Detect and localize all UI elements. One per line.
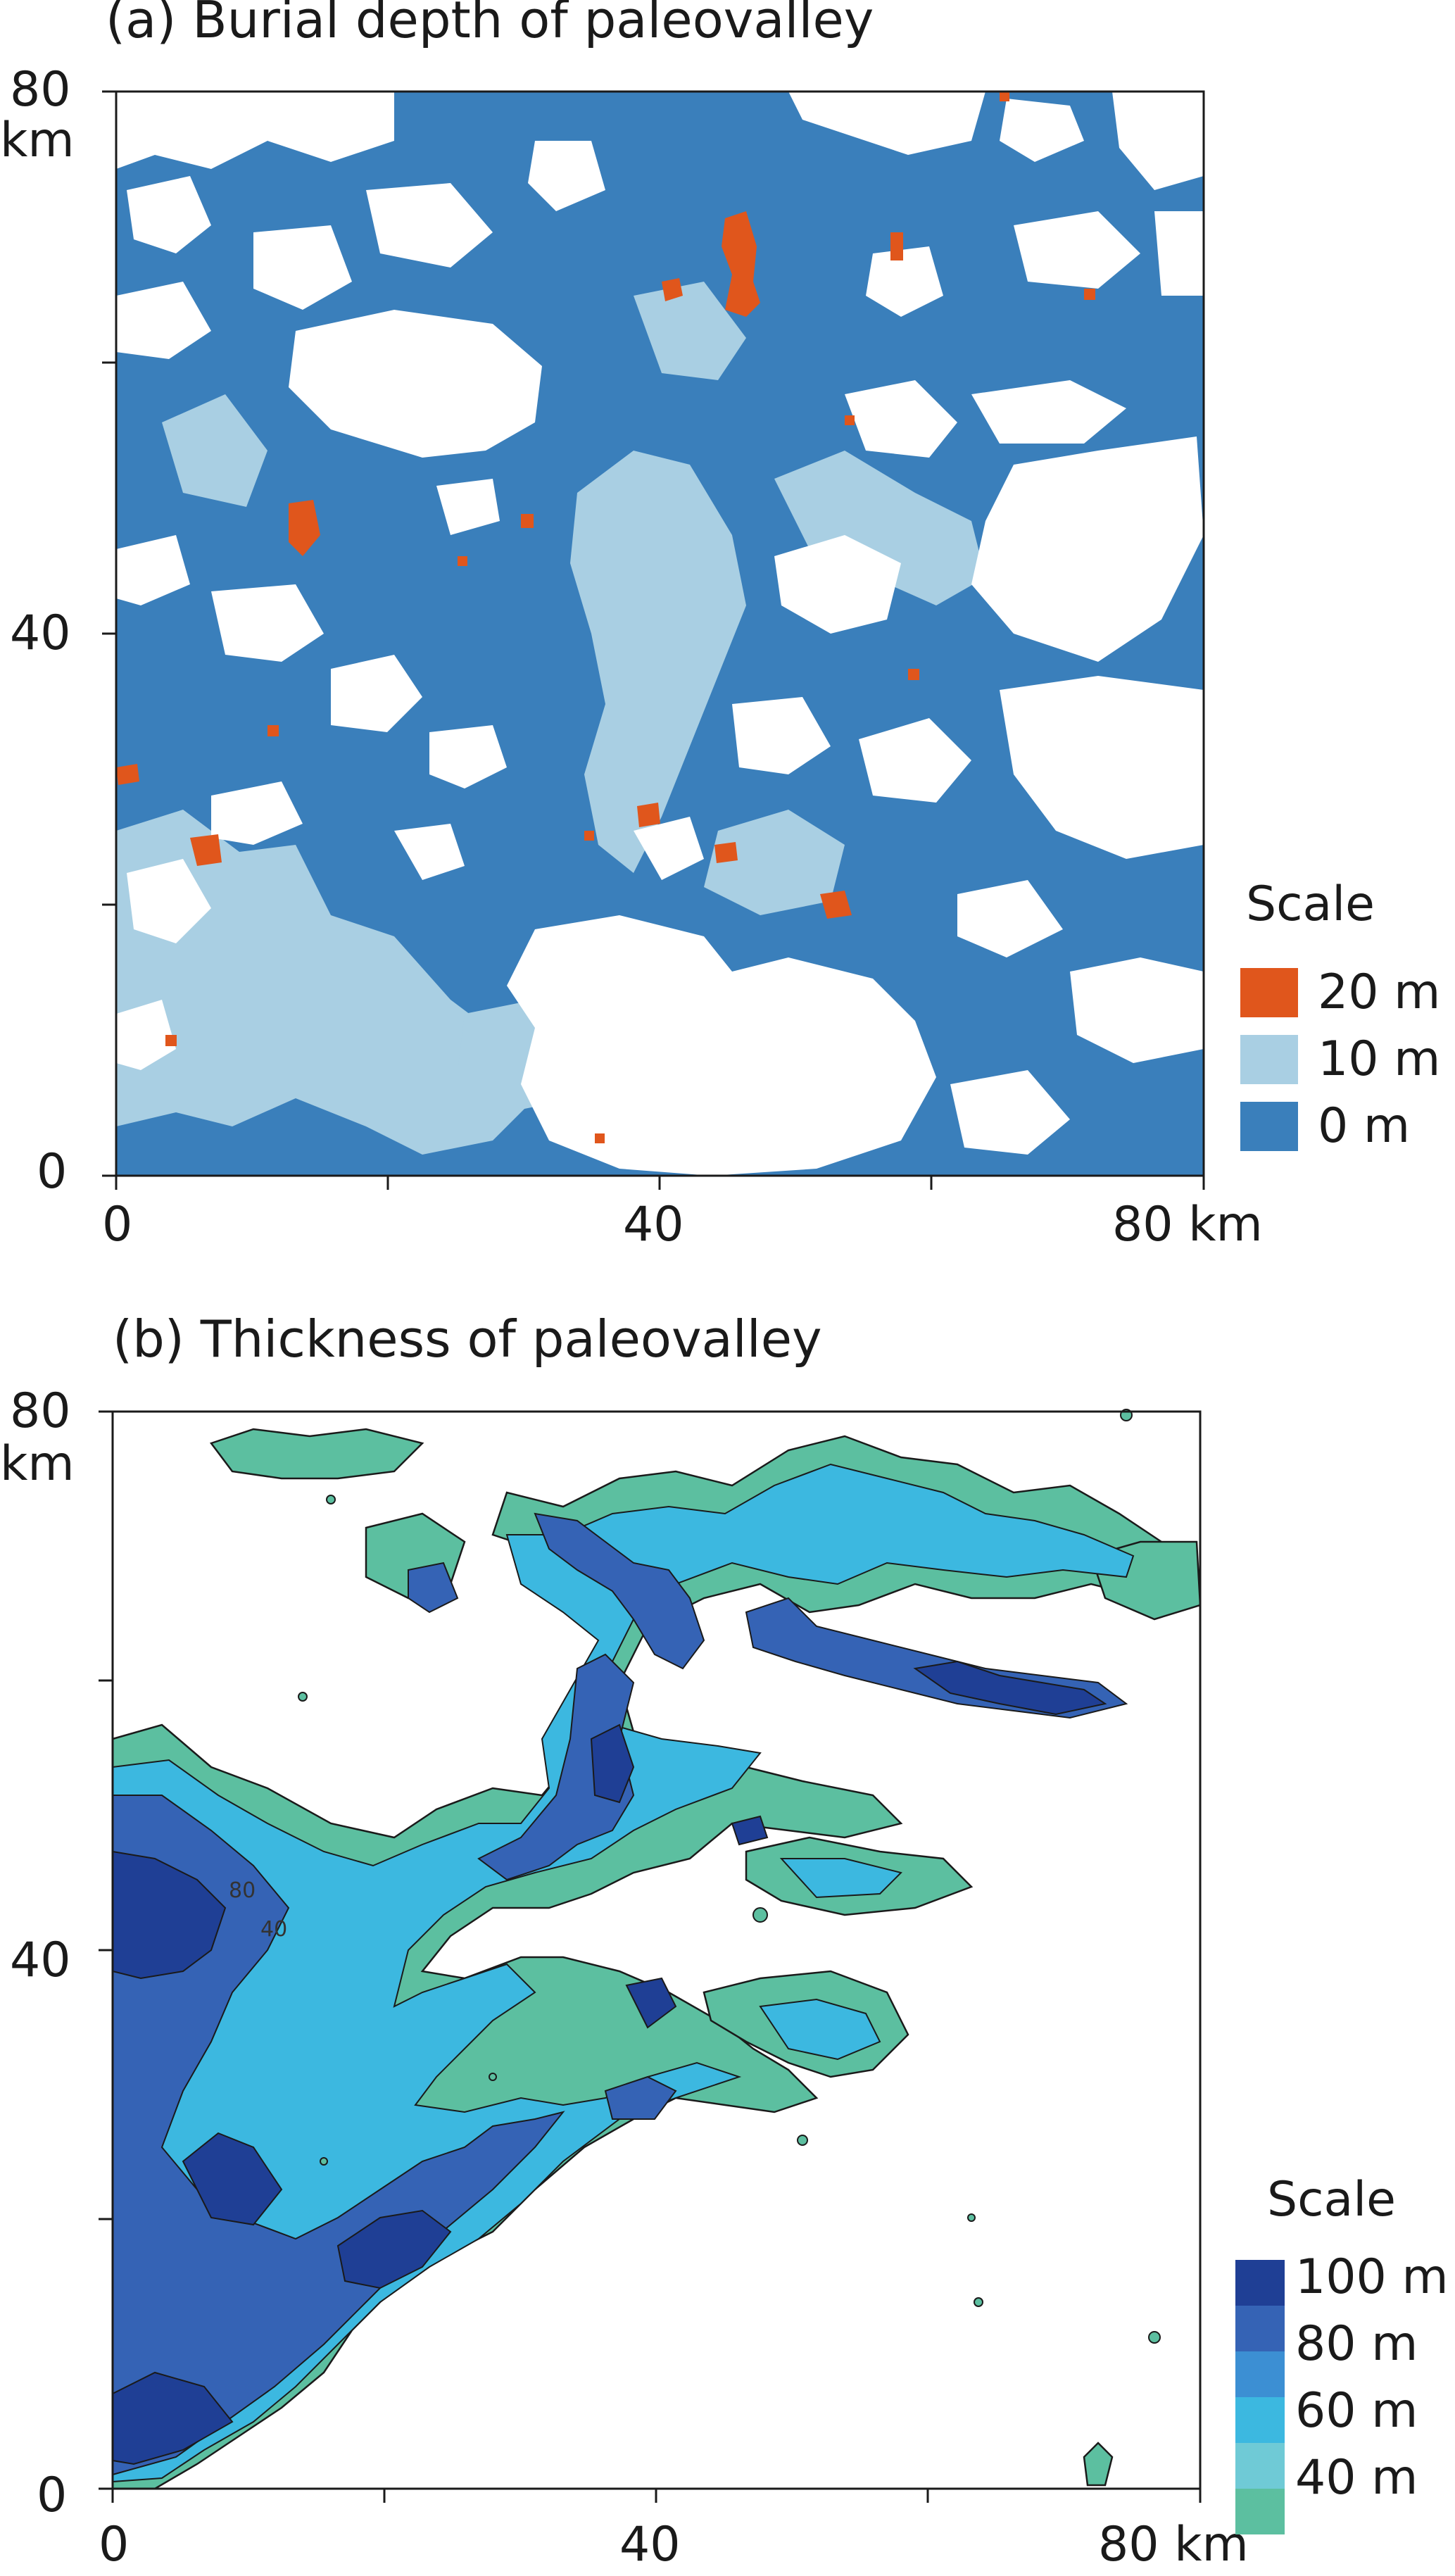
panel-a-y-tick-80: 80 — [10, 62, 71, 118]
panel-b-y-tick-40: 40 — [10, 1933, 71, 1988]
panel-a-y-tick-0: 0 — [37, 1144, 68, 1200]
panel-a-x-tick-80: 80 km — [1112, 1197, 1263, 1252]
panel-b-x-tick-80: 80 km — [1098, 2517, 1249, 2572]
panel-b-legend-swatch-70m — [1235, 2351, 1285, 2397]
panel-a-x-tick-0: 0 — [102, 1197, 133, 1252]
panel-a-legend-label-20m: 20 m — [1318, 965, 1441, 1020]
panel-b-legend-label-40m: 40 m — [1295, 2450, 1418, 2506]
panel-b-legend-swatch-100m — [1235, 2260, 1285, 2306]
panel-a-legend-swatch-0m — [1240, 1101, 1298, 1151]
panel-b-legend-swatch-40m — [1235, 2489, 1285, 2534]
panel-a-legend-label-0m: 0 m — [1318, 1098, 1411, 1154]
panel-b-legend-swatch-80m — [1235, 2306, 1285, 2351]
panel-b-legend-swatch-50m — [1235, 2443, 1285, 2489]
panel-b-legend-colorbar — [1235, 2260, 1285, 2534]
panel-a-legend-swatch-10m — [1240, 1034, 1298, 1084]
panel-b-legend-label-100m: 100 m — [1295, 2249, 1449, 2305]
panel-b-y-unit: km — [0, 1436, 75, 1492]
panel-b-legend-label-60m: 60 m — [1295, 2383, 1418, 2439]
panel-b-x-tick-40: 40 — [619, 2517, 681, 2572]
panel-b-contour-label-80: 80 — [229, 1878, 256, 1903]
panel-a-gaps — [116, 92, 1204, 1176]
panel-a-y-tick-40: 40 — [10, 605, 71, 661]
panel-a-zones-20m — [116, 92, 1095, 1143]
panel-a-y-unit: km — [0, 113, 75, 168]
panel-a-legend-swatch-20m — [1240, 967, 1298, 1017]
panel-b-legend-label-80m: 80 m — [1295, 2316, 1418, 2372]
panel-a-map — [102, 90, 1205, 1190]
panel-b-y-tick-80: 80 — [10, 1383, 71, 1439]
panel-a-axis-ticks — [102, 90, 1205, 1190]
panel-b-zones-100m — [112, 1660, 1107, 2465]
panel-a-plot-area — [102, 90, 1205, 1190]
panel-b-axis-ticks — [99, 1410, 1202, 2503]
panel-a-legend-item-0m: 0 m — [1240, 1098, 1410, 1154]
panel-a-legend-label-10m: 10 m — [1318, 1031, 1441, 1087]
panel-a-legend-item-20m: 20 m — [1240, 965, 1440, 1020]
panel-b-legend-swatch-60m — [1235, 2397, 1285, 2443]
panel-b-plot-area: 80 40 — [99, 1409, 1202, 2503]
panel-b-contour-label-40: 40 — [260, 1917, 287, 1942]
panel-b-x-tick-0: 0 — [99, 2517, 130, 2572]
panel-a-legend-item-10m: 10 m — [1240, 1031, 1440, 1087]
panel-a-x-tick-40: 40 — [623, 1197, 684, 1252]
panel-b-title: (b) Thickness of paleovalley — [113, 1309, 822, 1369]
panel-a-title: (a) Burial depth of paleovalley — [106, 0, 874, 49]
panel-a-legend-title: Scale — [1246, 877, 1375, 932]
panel-b-legend-title: Scale — [1267, 2172, 1396, 2228]
panel-b-map: 80 40 — [99, 1409, 1202, 2503]
panel-a-zones-10m — [116, 282, 985, 1155]
panel-b-y-tick-0: 0 — [37, 2468, 68, 2523]
